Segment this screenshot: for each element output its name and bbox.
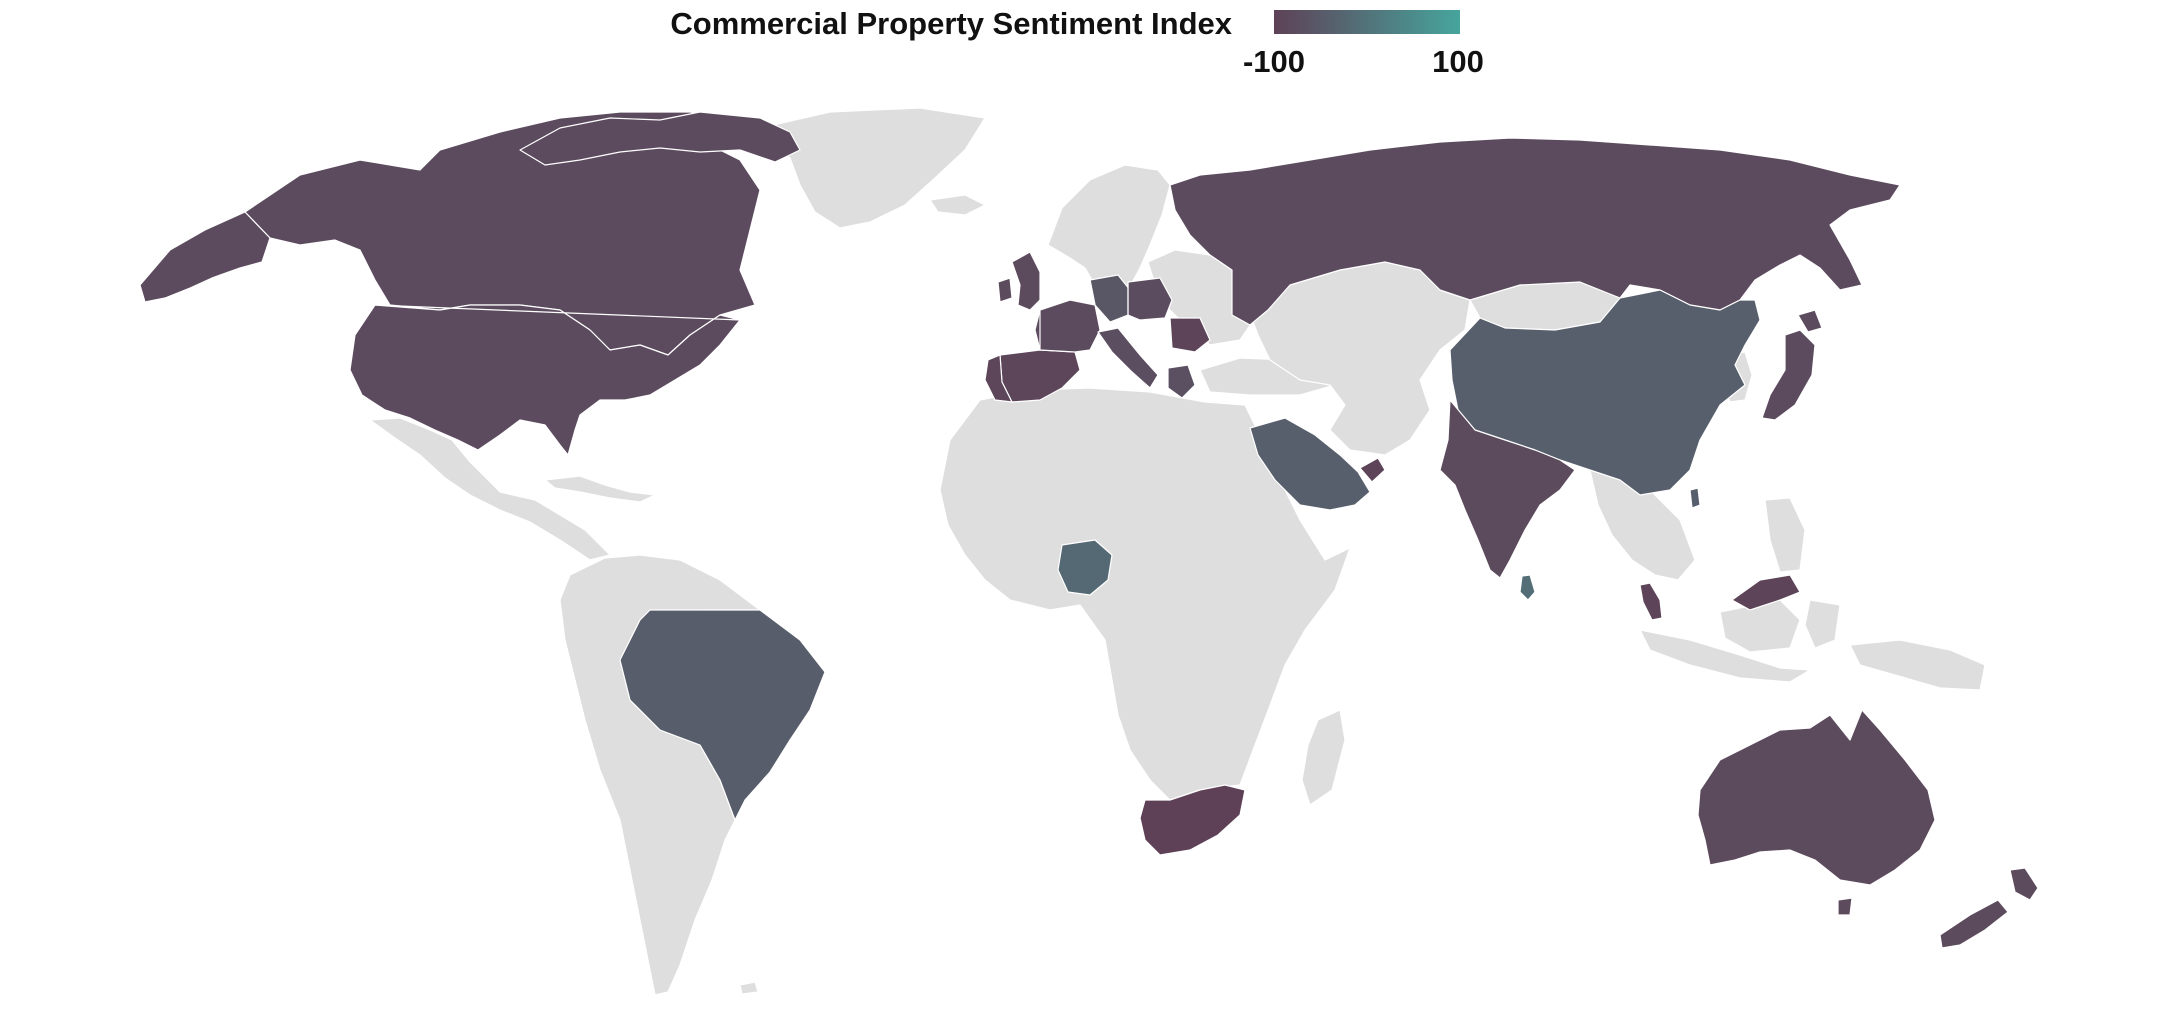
united-states [349, 304, 741, 456]
russia [1169, 137, 1901, 326]
madagascar [1301, 709, 1346, 806]
romania [1169, 317, 1211, 353]
new-zealand-south [1939, 899, 2009, 949]
india [1439, 399, 1576, 579]
south-africa [1139, 784, 1246, 856]
ireland [997, 277, 1013, 303]
uae [1359, 457, 1386, 483]
legend-min-label: -100 [1242, 44, 1306, 79]
greece [1167, 364, 1196, 399]
scandinavia [1047, 164, 1171, 301]
south-america-rest [559, 554, 761, 996]
philippines [1764, 497, 1806, 573]
legend-max-label: 100 [1432, 44, 1484, 79]
new-guinea [1849, 639, 1986, 691]
australia [1697, 709, 1936, 886]
borneo-south [1719, 599, 1801, 653]
eastern-europe [1147, 249, 1256, 346]
united-kingdom [1011, 251, 1041, 311]
legend-title: Commercial Property Sentiment Index [670, 6, 1232, 41]
new-zealand-north [2009, 867, 2039, 901]
legend: Commercial Property Sentiment Index -100… [0, 0, 2164, 90]
caribbean [544, 475, 656, 503]
iceland [929, 194, 986, 216]
sulawesi [1804, 599, 1841, 649]
mexico-central-america [369, 417, 611, 561]
japan [1761, 329, 1816, 421]
alaska [139, 211, 271, 303]
tasmania [1837, 897, 1853, 916]
africa [939, 387, 1351, 801]
portugal [984, 354, 1013, 403]
japan-hokkaido [1797, 309, 1823, 333]
malaysia-peninsula [1639, 582, 1663, 621]
malaysia-borneo [1731, 574, 1801, 611]
france [1034, 299, 1101, 353]
brazil [619, 609, 826, 821]
greenland [759, 107, 986, 229]
no-data-countries [369, 107, 1986, 996]
indonesia [1639, 629, 1811, 683]
taiwan [1689, 487, 1701, 509]
legend-color-bar [1274, 10, 1460, 34]
saudi-arabia [1249, 417, 1371, 511]
nigeria [1057, 539, 1113, 596]
data-countries [139, 111, 2039, 949]
sri-lanka [1519, 574, 1536, 601]
country-borders [374, 279, 1129, 350]
falklands [739, 981, 759, 995]
canadian-arctic [519, 111, 801, 166]
italy [1097, 327, 1159, 389]
